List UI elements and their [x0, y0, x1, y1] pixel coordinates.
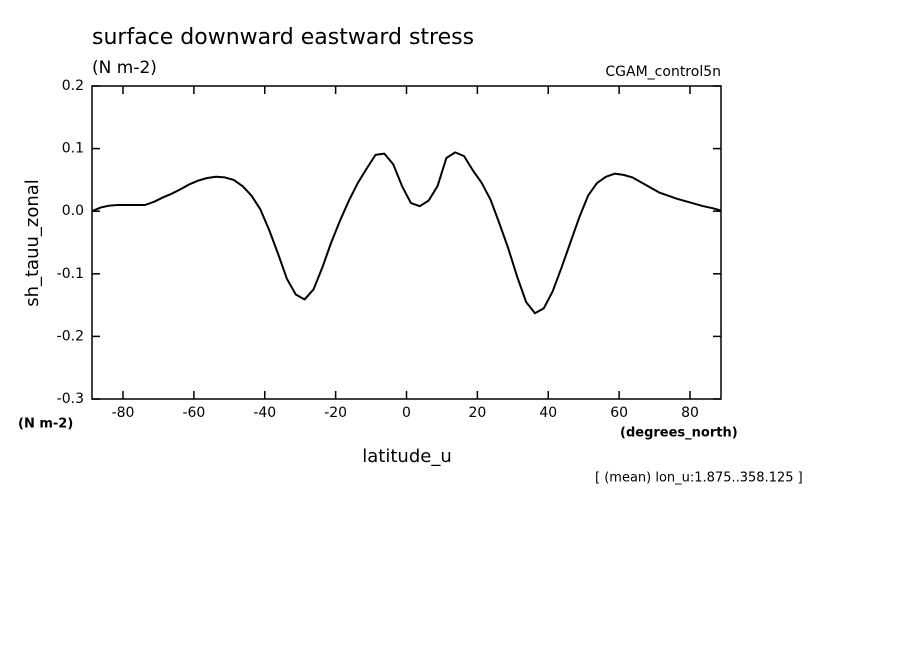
x-tick-label: 20	[468, 405, 486, 421]
x-tick-label: -20	[324, 405, 347, 421]
data-line	[91, 151, 722, 315]
x-units: (degrees_north)	[620, 426, 738, 441]
x-tick-label: 0	[402, 405, 411, 421]
chart-subtitle: (N m-2)	[92, 58, 157, 78]
annotation: CGAM_control5n	[605, 64, 721, 80]
chart-title: surface downward eastward stress	[92, 25, 474, 50]
x-tick-label: -40	[253, 405, 276, 421]
x-tick-label: 80	[681, 405, 699, 421]
y-tick-label: 0.0	[62, 203, 84, 219]
y-axis-label: sh_tauu_zonal	[22, 179, 43, 307]
y-tick-label: -0.2	[57, 328, 84, 344]
plot-frame	[91, 85, 722, 400]
y-tick-label: -0.1	[57, 266, 84, 282]
y-tick-label: -0.3	[57, 391, 84, 407]
x-tick-label: 60	[610, 405, 628, 421]
note: [ (mean) lon_u:1.875..358.125 ]	[595, 471, 803, 486]
y-tick-label: 0.1	[62, 141, 84, 157]
y-units: (N m-2)	[18, 417, 73, 432]
x-axis-label: latitude_u	[362, 446, 451, 467]
x-tick-label: -80	[112, 405, 135, 421]
x-tick-label: -60	[182, 405, 205, 421]
x-tick-label: 40	[539, 405, 557, 421]
y-tick-label: 0.2	[62, 78, 84, 94]
